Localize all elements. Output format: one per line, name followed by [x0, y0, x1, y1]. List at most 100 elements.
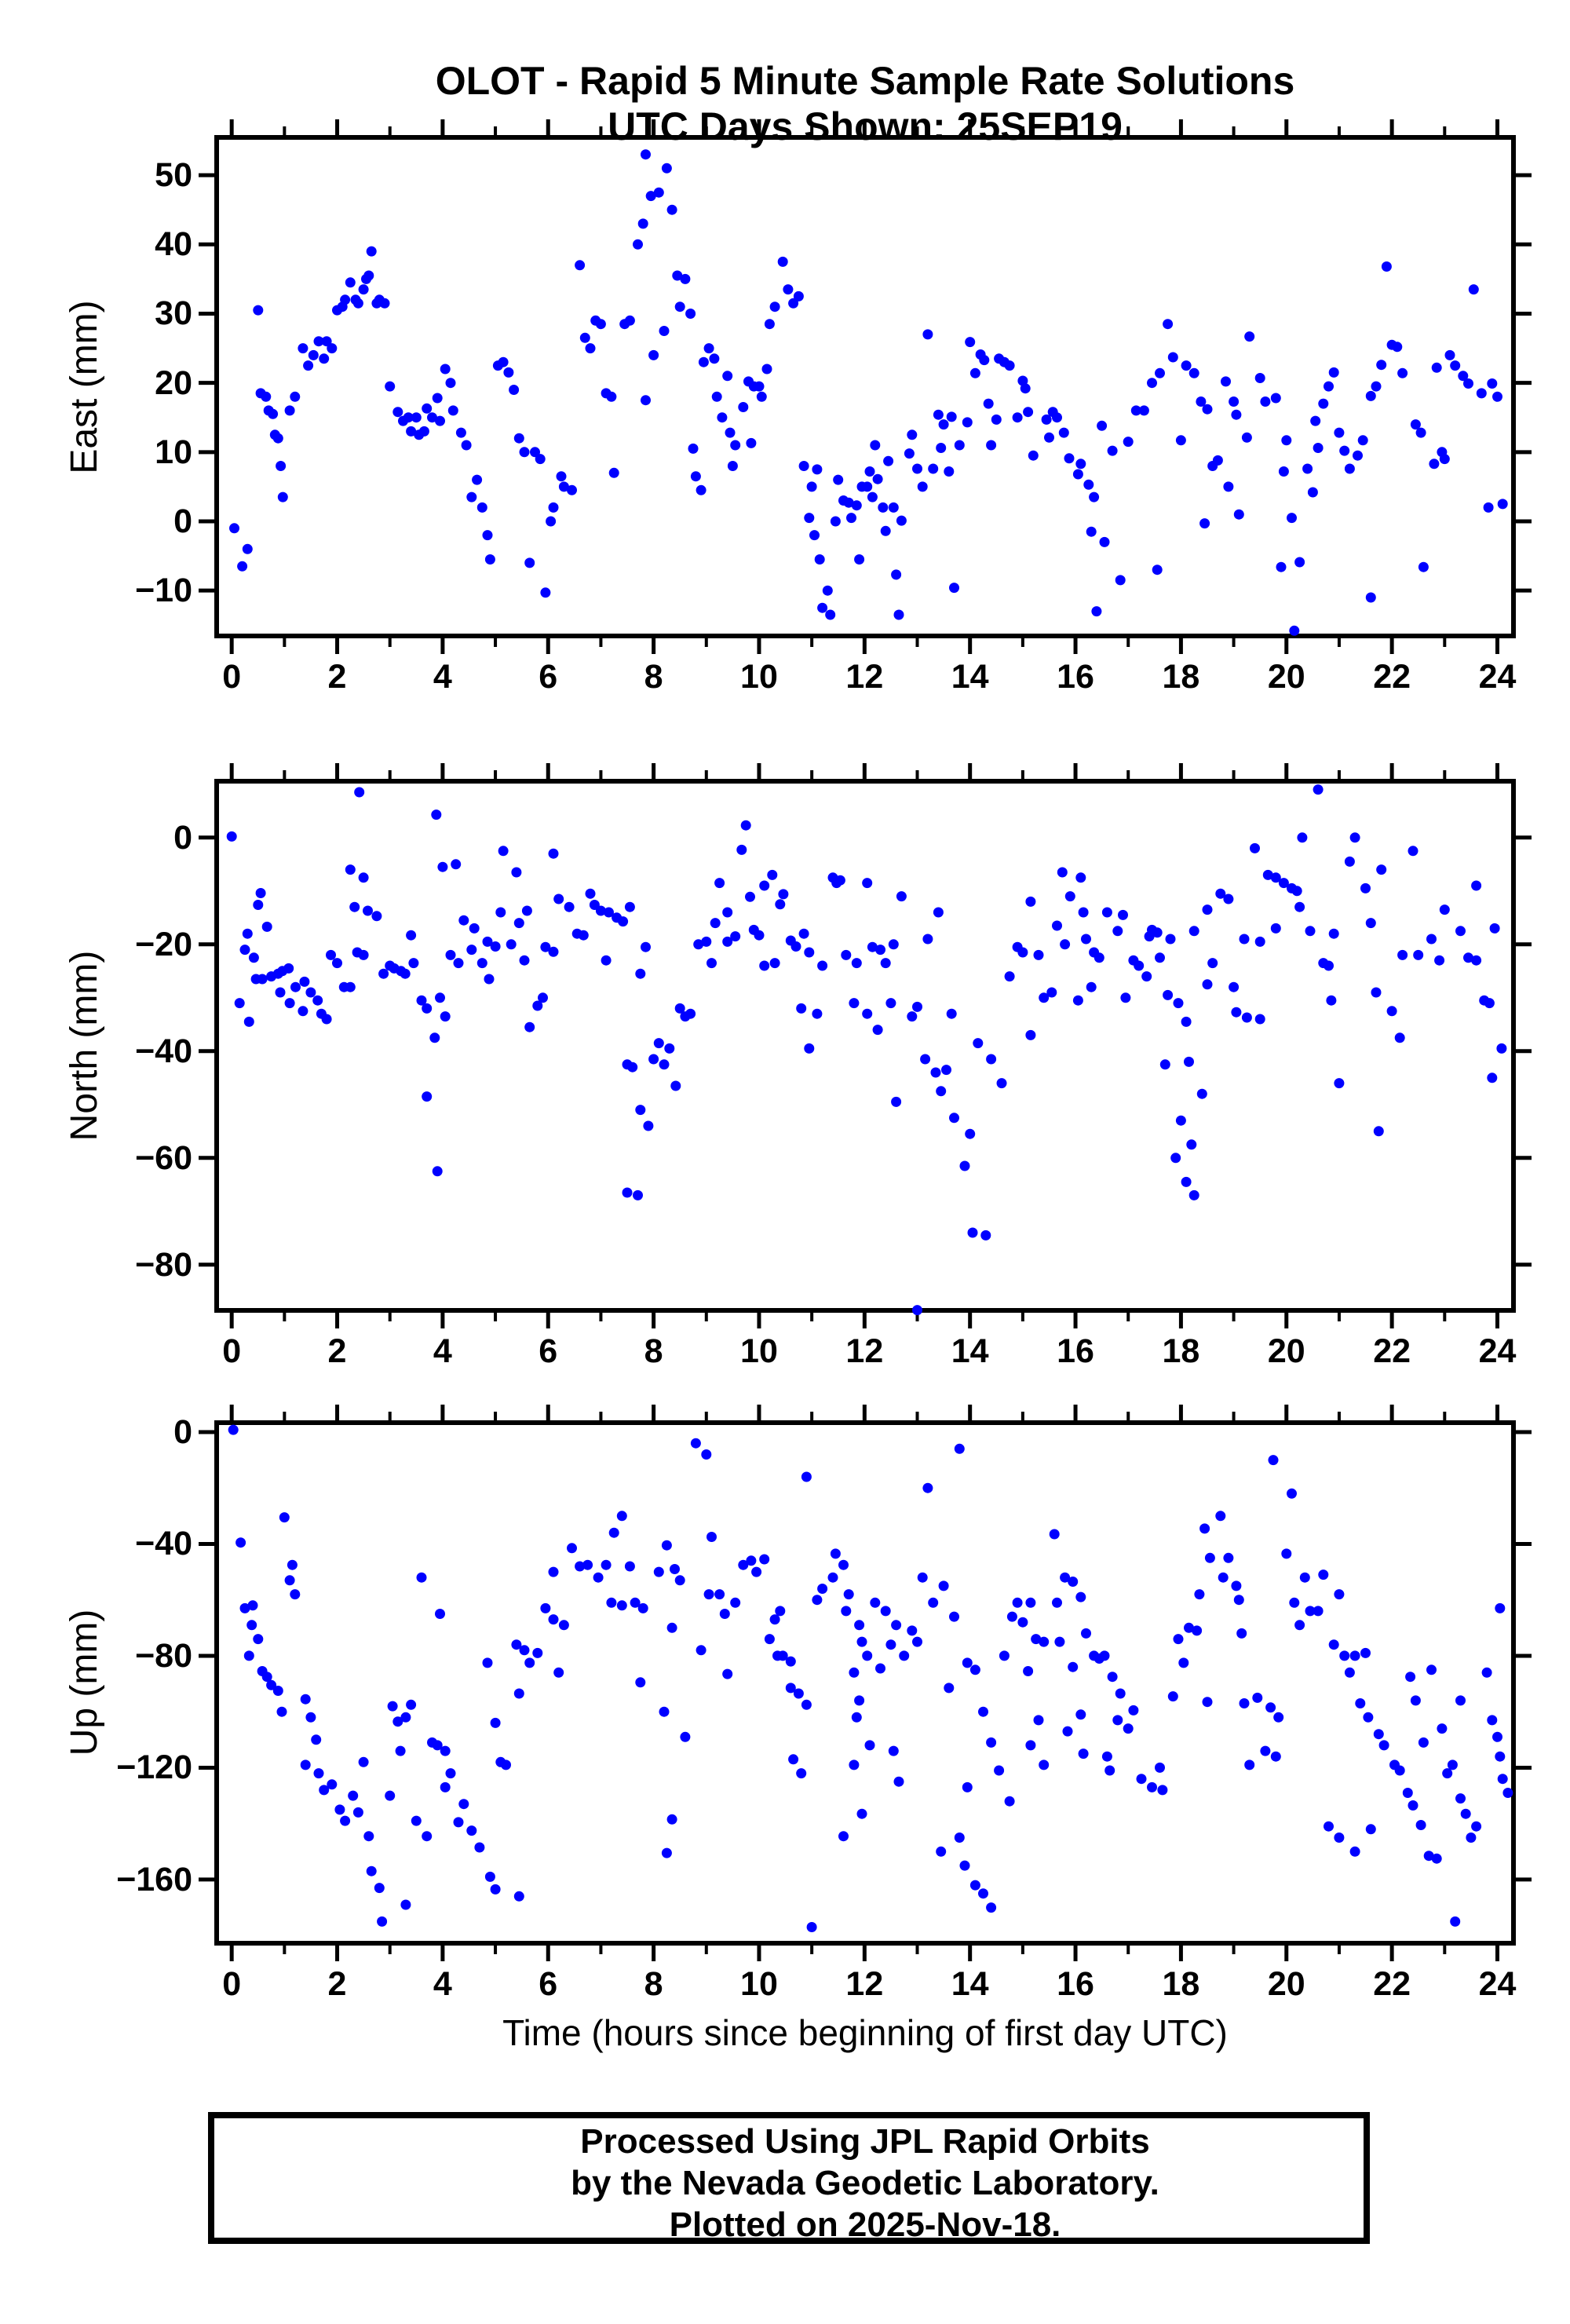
- east-data-point: [513, 433, 524, 444]
- east-data-point: [476, 502, 487, 513]
- east-data-point: [1328, 367, 1339, 378]
- north-data-point: [1471, 880, 1482, 891]
- up-data-point: [1112, 1715, 1123, 1726]
- up-data-point: [817, 1584, 828, 1594]
- east-data-point: [575, 260, 586, 271]
- up-data-point: [1328, 1639, 1339, 1650]
- up-data-point: [1025, 1597, 1036, 1608]
- up-x-tick-label: 24: [1478, 1965, 1517, 2003]
- up-data-point: [907, 1625, 918, 1636]
- east-x-tick-label: 10: [740, 658, 778, 696]
- east-data-point: [1365, 592, 1376, 603]
- east-data-point: [851, 500, 862, 511]
- east-data-point: [696, 484, 706, 495]
- up-y-tick-label: −120: [116, 1748, 192, 1787]
- up-x-tick-label: 20: [1267, 1965, 1305, 2003]
- up-data-point: [1270, 1751, 1281, 1762]
- up-data-point: [1004, 1796, 1015, 1807]
- east-data-point: [1276, 561, 1287, 572]
- north-x-tick-label: 12: [845, 1332, 884, 1370]
- north-data-point: [1463, 952, 1473, 963]
- east-data-point: [1487, 378, 1498, 389]
- east-data-point: [1410, 419, 1421, 430]
- north-plot-area: [199, 763, 1532, 1328]
- north-data-point: [804, 947, 815, 958]
- up-data-point: [1466, 1833, 1477, 1843]
- up-data-point: [949, 1611, 959, 1622]
- east-data-point: [738, 402, 749, 412]
- up-data-point: [674, 1575, 685, 1586]
- north-frame: [214, 779, 1516, 1313]
- up-data-point: [513, 1688, 524, 1699]
- east-data-point: [1397, 367, 1408, 378]
- up-x-tick-label: 10: [740, 1965, 778, 2003]
- east-data-point: [1167, 352, 1178, 363]
- east-data-point: [303, 360, 314, 371]
- north-data-point: [674, 1003, 685, 1014]
- north-data-point: [949, 1113, 959, 1124]
- up-data-point: [885, 1639, 896, 1650]
- north-data-point: [959, 1160, 970, 1171]
- north-data-point: [1181, 1016, 1192, 1027]
- up-data-point: [411, 1815, 422, 1826]
- east-data-point: [1313, 443, 1324, 453]
- north-data-point: [967, 1227, 978, 1238]
- up-data-point: [1231, 1580, 1242, 1591]
- east-x-tick-label: 0: [222, 658, 242, 696]
- east-data-point: [327, 343, 338, 354]
- north-data-point: [284, 998, 295, 1009]
- north-data-point: [912, 1001, 922, 1012]
- north-data-point: [1408, 846, 1418, 857]
- up-data-point: [540, 1602, 551, 1613]
- north-data-point: [578, 930, 589, 941]
- up-data-point: [891, 1620, 902, 1631]
- up-data-point: [387, 1701, 398, 1712]
- north-data-point: [946, 1008, 957, 1019]
- up-data-point: [696, 1645, 706, 1656]
- up-data-point: [440, 1781, 451, 1792]
- north-data-point: [422, 1003, 433, 1014]
- east-data-point: [949, 583, 959, 594]
- up-data-point: [406, 1699, 417, 1710]
- north-data-point: [896, 891, 907, 902]
- north-data-point: [912, 1305, 922, 1316]
- up-data-point: [532, 1647, 543, 1658]
- east-data-point: [1241, 432, 1252, 443]
- north-data-point: [345, 864, 356, 875]
- north-data-point: [875, 945, 885, 956]
- up-data-point: [593, 1572, 604, 1583]
- north-data-point: [476, 958, 487, 969]
- up-data-point: [358, 1756, 369, 1767]
- north-data-point: [936, 1086, 947, 1097]
- east-data-point: [867, 491, 878, 502]
- up-data-point: [856, 1808, 867, 1819]
- north-data-point: [1052, 920, 1062, 931]
- north-data-point: [521, 905, 532, 916]
- east-data-point: [1064, 453, 1075, 464]
- north-data-point: [798, 928, 809, 939]
- up-data-point: [236, 1537, 246, 1548]
- east-data-point: [825, 609, 836, 620]
- east-data-point: [403, 412, 414, 423]
- north-data-point: [664, 1043, 675, 1054]
- up-data-point: [1471, 1821, 1482, 1832]
- east-data-point: [633, 239, 643, 250]
- north-data-point: [618, 916, 629, 927]
- east-data-point: [1175, 435, 1186, 446]
- up-data-point: [1223, 1552, 1234, 1563]
- north-data-point: [907, 1011, 918, 1022]
- north-data-point: [255, 888, 266, 898]
- up-data-point: [670, 1564, 680, 1574]
- north-data-point: [1326, 995, 1337, 1006]
- east-data-point: [1231, 409, 1242, 420]
- north-data-point: [736, 844, 747, 855]
- north-data-point: [885, 998, 896, 1009]
- east-data-point: [535, 454, 546, 465]
- east-x-tick-label: 24: [1478, 658, 1517, 696]
- east-data-point: [556, 471, 567, 482]
- up-data-point: [1268, 1455, 1279, 1466]
- up-data-point: [1068, 1577, 1079, 1587]
- east-data-point: [680, 273, 691, 284]
- north-x-tick-label: 4: [433, 1332, 452, 1370]
